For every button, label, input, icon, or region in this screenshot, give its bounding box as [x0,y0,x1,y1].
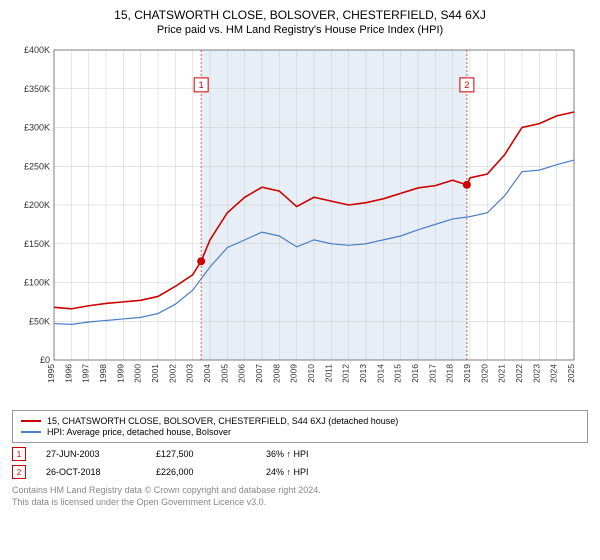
svg-text:2016: 2016 [410,364,420,383]
svg-text:£200K: £200K [24,200,50,210]
sale-date: 26-OCT-2018 [46,467,136,477]
footer-attribution: Contains HM Land Registry data © Crown c… [12,485,588,508]
svg-text:2: 2 [464,80,469,90]
svg-text:£100K: £100K [24,278,50,288]
svg-text:£50K: £50K [29,316,50,326]
legend-label: HPI: Average price, detached house, Bols… [47,427,231,437]
svg-text:1999: 1999 [115,364,125,383]
sale-price: £127,500 [156,449,246,459]
sale-marker-box: 1 [12,447,26,461]
svg-text:2001: 2001 [150,364,160,383]
sales-list: 1 27-JUN-2003 £127,500 36% ↑ HPI 2 26-OCT-201… [12,447,588,479]
svg-text:2025: 2025 [566,364,576,383]
svg-text:2020: 2020 [479,364,489,383]
legend-item: HPI: Average price, detached house, Bols… [21,427,579,437]
svg-text:2018: 2018 [445,364,455,383]
svg-text:2000: 2000 [133,364,143,383]
chart-title: 15, CHATSWORTH CLOSE, BOLSOVER, CHESTERF… [12,8,588,22]
svg-text:2024: 2024 [549,364,559,383]
svg-text:£350K: £350K [24,84,50,94]
svg-text:2008: 2008 [271,364,281,383]
svg-text:£250K: £250K [24,161,50,171]
legend-swatch [21,431,41,433]
svg-text:£0: £0 [40,355,50,365]
svg-text:1998: 1998 [98,364,108,383]
chart-subtitle: Price paid vs. HM Land Registry's House … [12,24,588,36]
svg-text:2021: 2021 [497,364,507,383]
svg-text:1: 1 [199,80,204,90]
svg-text:2022: 2022 [514,364,524,383]
svg-text:£400K: £400K [24,45,50,55]
legend-box: 15, CHATSWORTH CLOSE, BOLSOVER, CHESTERF… [12,410,588,443]
svg-text:2015: 2015 [393,364,403,383]
svg-text:2017: 2017 [427,364,437,383]
svg-text:£150K: £150K [24,239,50,249]
svg-text:2010: 2010 [306,364,316,383]
sale-marker-box: 2 [12,465,26,479]
svg-text:2011: 2011 [323,364,333,383]
legend-item: 15, CHATSWORTH CLOSE, BOLSOVER, CHESTERF… [21,416,579,426]
svg-text:2019: 2019 [462,364,472,383]
svg-text:£300K: £300K [24,123,50,133]
footer-line: This data is licensed under the Open Gov… [12,497,588,509]
svg-text:2007: 2007 [254,364,264,383]
svg-text:2012: 2012 [341,364,351,383]
sale-row: 2 26-OCT-2018 £226,000 24% ↑ HPI [12,465,588,479]
chart-container: 15, CHATSWORTH CLOSE, BOLSOVER, CHESTERF… [0,0,600,560]
line-chart-svg: £0 £50K £100K £150K £200K £250K £300K £350K £400… [12,42,588,402]
svg-text:2013: 2013 [358,364,368,383]
svg-text:1996: 1996 [63,364,73,383]
legend-label: 15, CHATSWORTH CLOSE, BOLSOVER, CHESTERF… [47,416,398,426]
svg-text:2002: 2002 [167,364,177,383]
sale-row: 1 27-JUN-2003 £127,500 36% ↑ HPI [12,447,588,461]
svg-text:2023: 2023 [531,364,541,383]
sale-price: £226,000 [156,467,246,477]
svg-text:2003: 2003 [185,364,195,383]
sale-pct: 24% ↑ HPI [266,467,356,477]
legend-swatch [21,420,41,422]
footer-line: Contains HM Land Registry data © Crown c… [12,485,588,497]
svg-text:2004: 2004 [202,364,212,383]
svg-text:1995: 1995 [46,364,56,383]
chart-plot: £0 £50K £100K £150K £200K £250K £300K £350K £400… [12,42,588,402]
svg-text:2009: 2009 [289,364,299,383]
svg-text:2006: 2006 [237,364,247,383]
sale-pct: 36% ↑ HPI [266,449,356,459]
sale-date: 27-JUN-2003 [46,449,136,459]
svg-text:1997: 1997 [81,364,91,383]
svg-text:2014: 2014 [375,364,385,383]
svg-text:2005: 2005 [219,364,229,383]
